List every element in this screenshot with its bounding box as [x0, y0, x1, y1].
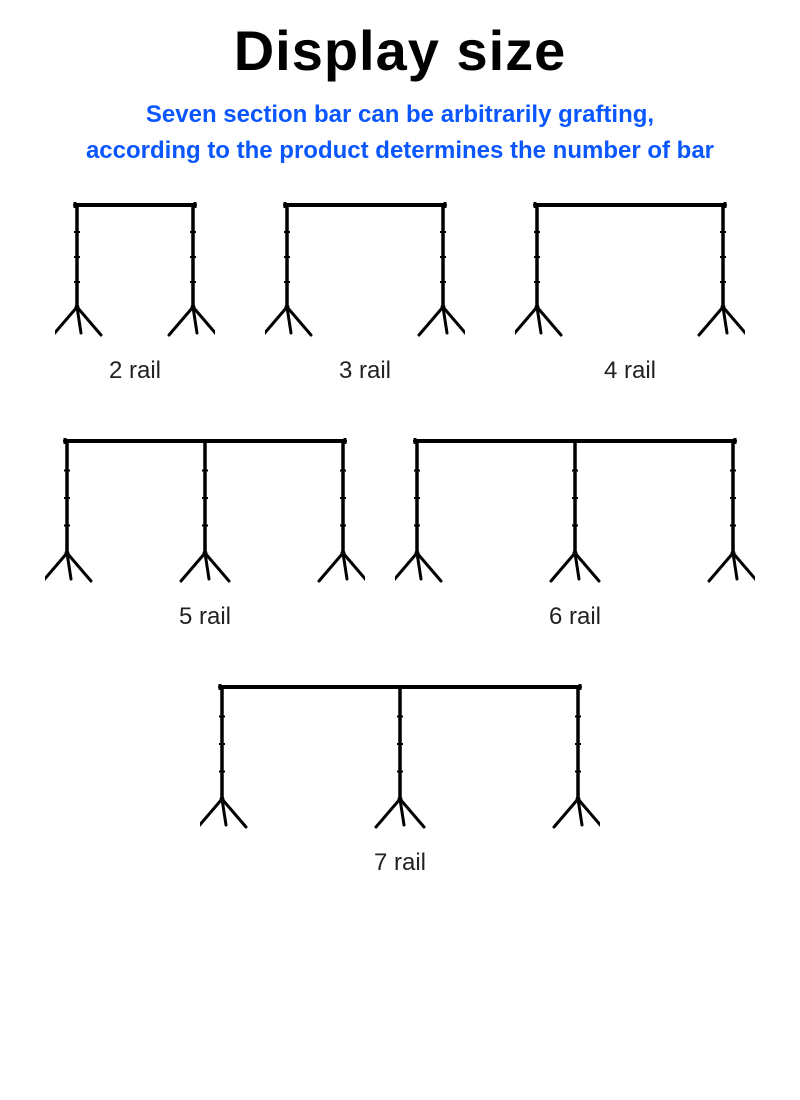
stand-diagram [395, 435, 755, 585]
stand-caption: 4 rail [604, 357, 656, 385]
stand-cell: 5 rail [45, 435, 365, 631]
stand-cell: 6 rail [395, 435, 755, 631]
stand-diagram [265, 199, 465, 339]
stand-diagram [45, 435, 365, 585]
stand-caption: 5 rail [179, 603, 231, 631]
diagram-row: 7 rail [30, 681, 770, 877]
page-title: Display size [0, 18, 800, 83]
diagram-grid: 2 rail 3 rail 4 rail 5 rail 6 rail 7 rail [0, 189, 800, 877]
subtitle: Seven section bar can be arbitrarily gra… [0, 97, 800, 169]
subtitle-line1: Seven section bar can be arbitrarily gra… [146, 101, 654, 128]
stand-caption: 6 rail [549, 603, 601, 631]
subtitle-line2: according to the product determines the … [86, 137, 714, 164]
stand-cell: 2 rail [55, 199, 215, 385]
diagram-row: 2 rail 3 rail 4 rail [30, 199, 770, 385]
stand-cell: 7 rail [200, 681, 600, 877]
stand-caption: 7 rail [374, 849, 426, 877]
stand-diagram [515, 199, 745, 339]
stand-diagram [200, 681, 600, 831]
diagram-row: 5 rail 6 rail [30, 435, 770, 631]
stand-caption: 2 rail [109, 357, 161, 385]
stand-cell: 3 rail [265, 199, 465, 385]
stand-cell: 4 rail [515, 199, 745, 385]
stand-diagram [55, 199, 215, 339]
stand-caption: 3 rail [339, 357, 391, 385]
